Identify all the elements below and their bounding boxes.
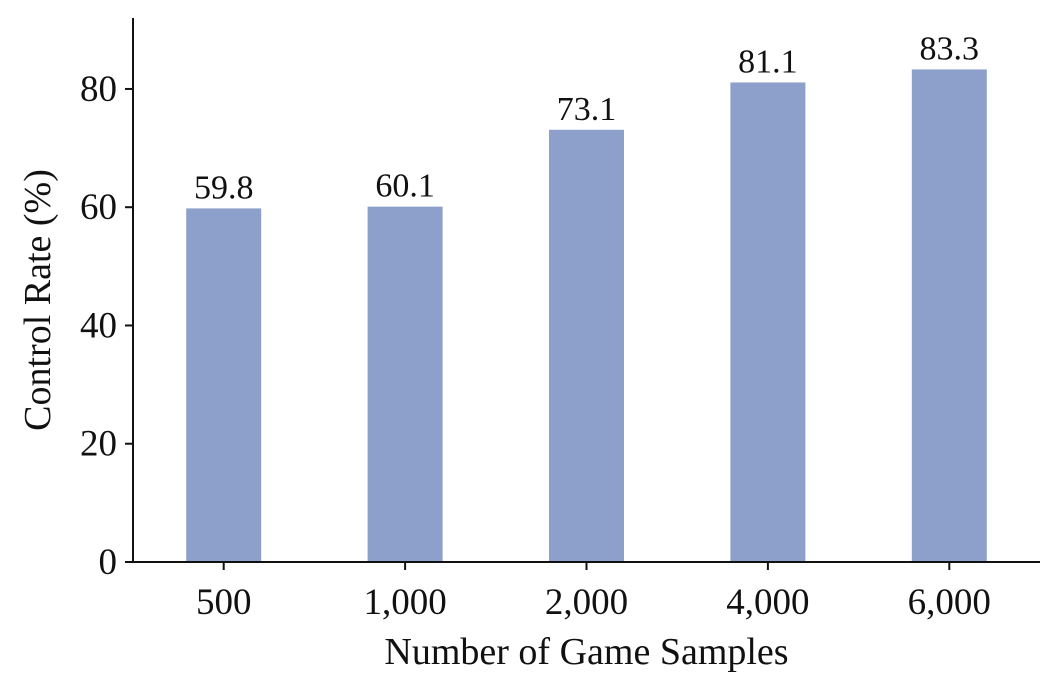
bar-4000 <box>730 82 806 562</box>
x-tick-label: 1,000 <box>363 582 446 623</box>
value-label-4000: 81.1 <box>738 43 798 80</box>
y-axis-title: Control Rate (%) <box>17 169 59 431</box>
value-label-1000: 60.1 <box>375 168 435 205</box>
bar-2000 <box>549 129 624 562</box>
bar-1000 <box>367 206 443 562</box>
value-label-6000: 83.3 <box>920 30 980 67</box>
value-labels-layer: 59.8 60.1 73.1 81.1 83.3 <box>194 30 979 206</box>
x-tick-label: 6,000 <box>908 582 991 623</box>
y-tick-label: 80 <box>80 69 117 110</box>
y-ticks-layer: 0 20 40 60 80 <box>80 69 133 583</box>
x-tick-label: 2,000 <box>545 582 628 623</box>
y-tick-label: 40 <box>80 305 117 346</box>
value-label-500: 59.8 <box>194 169 254 206</box>
x-tick-label: 4,000 <box>726 582 809 623</box>
x-tick-label: 500 <box>196 582 252 623</box>
x-ticks-layer: 500 1,000 2,000 4,000 6,000 <box>196 562 991 623</box>
bars-layer <box>186 69 987 562</box>
bar-6000 <box>911 69 987 562</box>
y-tick-label: 60 <box>80 187 117 228</box>
bar-500 <box>186 208 262 562</box>
y-tick-label: 20 <box>80 424 117 465</box>
x-axis-title: Number of Game Samples <box>384 631 788 673</box>
value-label-2000: 73.1 <box>557 91 617 128</box>
y-tick-label: 0 <box>99 542 118 583</box>
